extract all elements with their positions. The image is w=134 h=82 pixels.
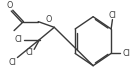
Text: Cl: Cl (109, 11, 116, 20)
Text: Cl: Cl (26, 48, 33, 57)
Text: O: O (6, 1, 13, 10)
Text: Cl: Cl (123, 49, 131, 58)
Text: O: O (45, 15, 51, 25)
Text: Cl: Cl (15, 35, 23, 44)
Text: Cl: Cl (8, 58, 16, 67)
